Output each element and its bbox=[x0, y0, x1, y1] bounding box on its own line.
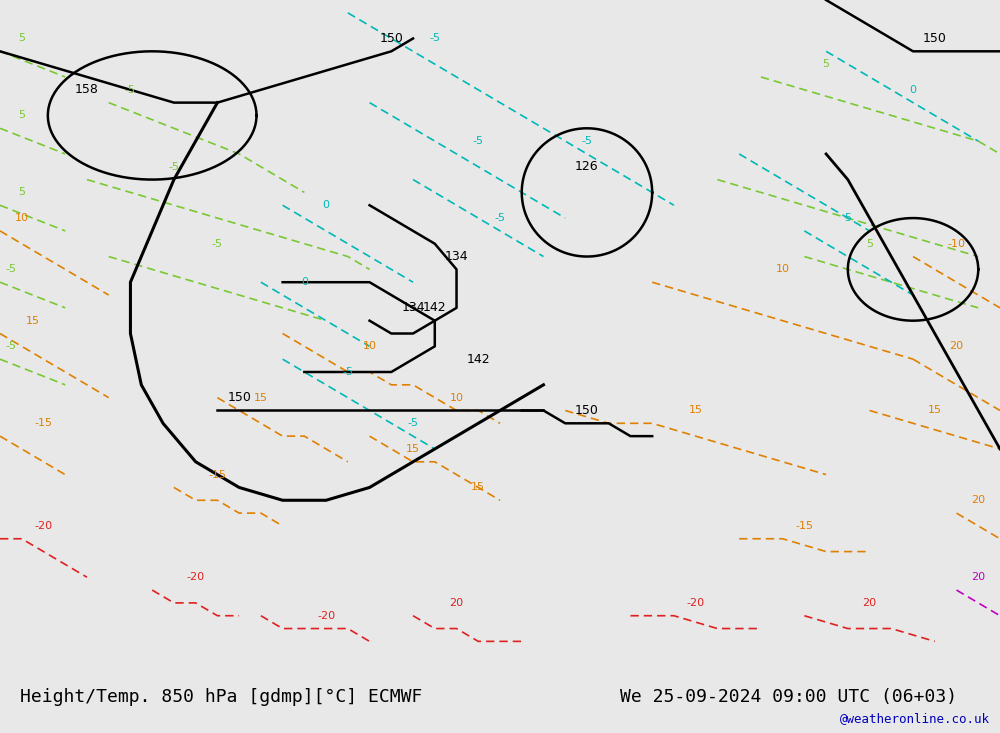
Text: -5: -5 bbox=[581, 136, 592, 146]
Text: 134: 134 bbox=[401, 301, 425, 314]
Text: 142: 142 bbox=[466, 353, 490, 366]
Text: 10: 10 bbox=[450, 393, 464, 402]
Text: 15: 15 bbox=[928, 405, 942, 416]
Text: -20: -20 bbox=[34, 521, 53, 531]
Text: 10: 10 bbox=[776, 265, 790, 274]
Text: 20: 20 bbox=[449, 598, 464, 608]
Text: 5: 5 bbox=[18, 111, 25, 120]
Text: 158: 158 bbox=[75, 84, 99, 96]
Text: 0: 0 bbox=[323, 200, 330, 210]
Text: 5: 5 bbox=[823, 59, 830, 69]
Text: -15: -15 bbox=[34, 419, 52, 428]
Text: 15: 15 bbox=[26, 316, 40, 325]
Text: 20: 20 bbox=[971, 572, 985, 582]
Text: -20: -20 bbox=[187, 572, 205, 582]
Text: -15: -15 bbox=[208, 470, 226, 479]
Text: -5: -5 bbox=[494, 213, 506, 223]
Text: -20: -20 bbox=[687, 598, 705, 608]
Text: -5: -5 bbox=[473, 136, 484, 146]
Text: -5: -5 bbox=[429, 34, 440, 43]
Text: -15: -15 bbox=[795, 521, 813, 531]
Text: 150: 150 bbox=[227, 391, 251, 404]
Text: 126: 126 bbox=[575, 161, 599, 173]
Text: -5: -5 bbox=[168, 162, 179, 172]
Text: 0: 0 bbox=[301, 277, 308, 287]
Text: 5: 5 bbox=[18, 188, 25, 197]
Text: 5: 5 bbox=[18, 34, 25, 43]
Text: 15: 15 bbox=[471, 482, 485, 493]
Text: -5: -5 bbox=[408, 419, 419, 428]
Text: Height/Temp. 850 hPa [gdmp][°C] ECMWF: Height/Temp. 850 hPa [gdmp][°C] ECMWF bbox=[20, 688, 422, 706]
Text: 20: 20 bbox=[949, 342, 964, 351]
Text: 150: 150 bbox=[575, 404, 599, 417]
Text: 150: 150 bbox=[379, 32, 403, 45]
Text: 20: 20 bbox=[971, 496, 985, 505]
Text: We 25-09-2024 09:00 UTC (06+03): We 25-09-2024 09:00 UTC (06+03) bbox=[620, 688, 957, 706]
Text: -20: -20 bbox=[317, 611, 335, 621]
Text: @weatheronline.co.uk: @weatheronline.co.uk bbox=[840, 712, 990, 725]
Text: -5: -5 bbox=[5, 265, 16, 274]
Text: -5: -5 bbox=[212, 239, 223, 248]
Text: -5: -5 bbox=[125, 85, 136, 95]
Text: 5: 5 bbox=[866, 239, 873, 248]
Text: 10: 10 bbox=[363, 342, 377, 351]
Text: 134: 134 bbox=[445, 250, 468, 263]
Text: 0: 0 bbox=[910, 85, 917, 95]
Text: 15: 15 bbox=[406, 444, 420, 454]
Text: 20: 20 bbox=[863, 598, 877, 608]
Text: 5: 5 bbox=[844, 213, 851, 223]
Text: 150: 150 bbox=[923, 32, 947, 45]
Text: 142: 142 bbox=[423, 301, 447, 314]
Text: 15: 15 bbox=[689, 405, 703, 416]
Text: 10: 10 bbox=[15, 213, 29, 223]
Text: 15: 15 bbox=[254, 393, 268, 402]
Text: -5: -5 bbox=[342, 367, 353, 377]
Text: -5: -5 bbox=[5, 342, 16, 351]
Text: -10: -10 bbox=[948, 239, 966, 248]
